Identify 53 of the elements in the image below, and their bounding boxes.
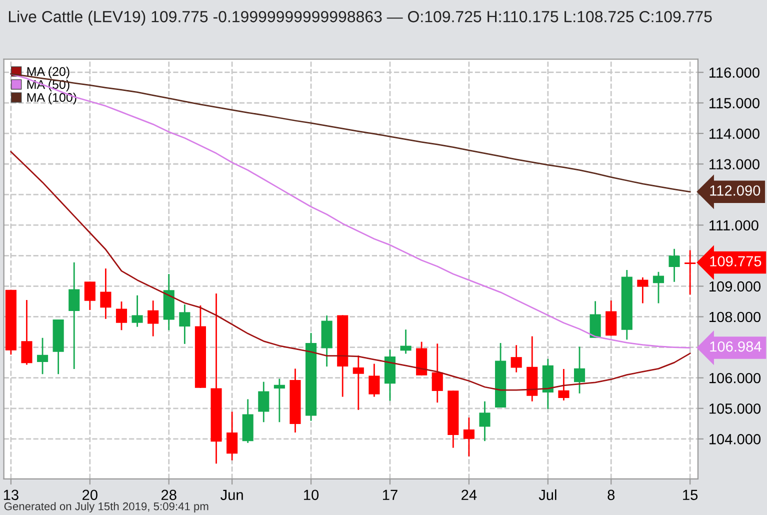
- x-tick-label: 17: [382, 490, 398, 500]
- candlestick: [226, 411, 238, 462]
- x-tick-label: 13: [4, 490, 18, 500]
- candlestick: [479, 400, 490, 442]
- candlestick: [84, 280, 96, 311]
- candlestick: [68, 262, 80, 370]
- x-tick-label: 24: [462, 490, 477, 500]
- candlestick: [100, 268, 112, 320]
- candlestick: [21, 299, 32, 366]
- legend-label: MA (20): [27, 66, 70, 78]
- data-label: 112.090: [710, 185, 760, 196]
- candlestick: [652, 271, 664, 304]
- candlestick: [668, 248, 680, 283]
- candlestick: [637, 276, 648, 304]
- candlestick: [352, 354, 364, 411]
- candlestick: [463, 416, 474, 458]
- y-tick-label: 111.000: [710, 220, 758, 231]
- x-tick-label: 15: [683, 490, 698, 500]
- candlestick: [574, 346, 586, 394]
- x-tick-label: Jun: [220, 490, 243, 500]
- chart-title: Live Cattle (LEV19) 109.775 -0.19999999999998863 — O:109.725 H:110.175 L:108.725 C:109.775: [8, 10, 712, 26]
- candlestick: [179, 304, 190, 345]
- y-tick-label: 109.000: [710, 281, 761, 292]
- y-tick-label: 114.000: [710, 128, 760, 139]
- y-tick-label: 116.000: [710, 67, 760, 78]
- x-tick-label: Jul: [538, 489, 556, 500]
- candlestick: [37, 337, 48, 375]
- candlestick: [148, 300, 159, 337]
- x-tick-label: 28: [162, 490, 176, 500]
- candlestick: [510, 344, 522, 374]
- candlestick: [432, 342, 443, 404]
- y-tick-label: 104.000: [710, 434, 761, 444]
- y-tick-label: 106.000: [710, 372, 761, 384]
- candlestick: [132, 294, 143, 328]
- y-tick-label: 105.000: [710, 403, 761, 414]
- x-tick-label: 20: [82, 490, 98, 500]
- x-tick-label: 10: [304, 490, 319, 500]
- legend-label: MA (100): [27, 92, 76, 104]
- candlestick: [368, 363, 380, 398]
- candlestick: [274, 378, 285, 423]
- line-series: [10, 151, 691, 391]
- x-tick-label: 8: [608, 490, 615, 500]
- text: 109.775: [710, 256, 762, 266]
- candlestick: [590, 300, 601, 339]
- y-tick-label: 115.000: [710, 98, 760, 108]
- candlestick: [258, 381, 270, 423]
- text: Generated on July 15th 2019, 5:09:41 pm: [4, 502, 208, 512]
- y-tick-label: 108.000: [710, 312, 761, 322]
- candlestick: [116, 300, 128, 331]
- candlestick: [400, 328, 412, 354]
- candlestick: [558, 368, 570, 402]
- data-label: 106.984: [710, 341, 762, 352]
- y-tick-label: 113.000: [710, 159, 760, 170]
